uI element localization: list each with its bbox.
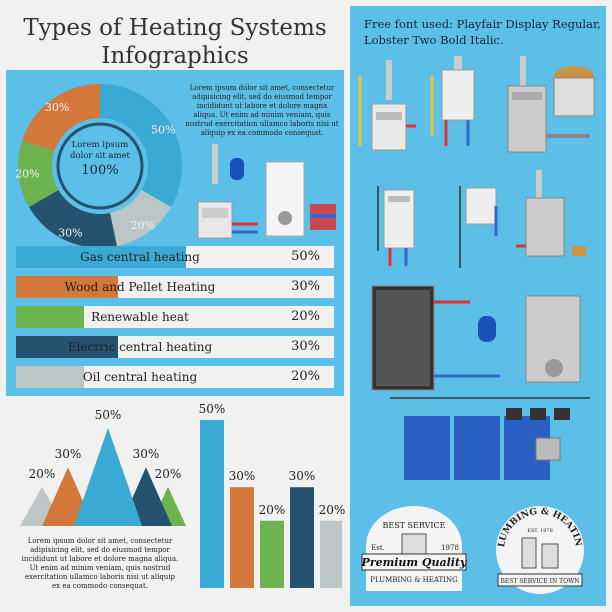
column-chart — [200, 420, 342, 588]
heating-equipment-illustrations — [358, 56, 595, 480]
badge1-top-text: BEST SERVICE — [382, 521, 445, 530]
column-label: 20% — [318, 502, 346, 517]
electric-boiler-icon — [377, 186, 415, 266]
bottom-left-panel: 20% 30% 50% 30% 20% Lorem ipsum dolor sit am… — [6, 400, 345, 606]
floor-boiler-icon — [358, 60, 416, 151]
title-line-1: Types of Heating Systems — [23, 15, 327, 41]
wall-boiler-icon — [430, 56, 475, 146]
donut-slice-label: 50% — [151, 124, 175, 137]
bar-label: Renewable heat — [91, 310, 189, 324]
bar-label: Electric central heating — [67, 340, 213, 354]
donut-slice-label: 20% — [131, 219, 155, 232]
font-note: Free font used: Playfair Display Regular… — [364, 17, 601, 47]
badge1-bottom: PLUMBING & HEATING — [370, 576, 458, 584]
solar-collector-icon — [371, 285, 500, 391]
bar-fill — [16, 366, 85, 388]
page-title: Types of Heating Systems Infographics — [6, 14, 344, 70]
bar-value: 20% — [291, 369, 320, 384]
mountain-label: 20% — [154, 466, 182, 481]
donut-slice — [22, 84, 100, 152]
small-electric-heater-icon — [459, 186, 498, 268]
column-label: 30% — [228, 469, 256, 484]
badge1-est: Est. — [371, 544, 385, 552]
badge2-est: EST. 1978 — [527, 528, 553, 534]
water-tank-icon — [525, 295, 581, 383]
mountain-chart — [20, 428, 186, 526]
donut-slice — [17, 140, 59, 207]
column-label: 50% — [198, 402, 226, 416]
gas-boiler-illustration — [197, 144, 336, 239]
donut-center-text: Lorem ipsum dolor sit amet 100% — [60, 140, 140, 178]
bar-value: 30% — [291, 339, 320, 354]
title-line-2: Infographics — [101, 43, 249, 69]
bar-row: Renewable heat 20% — [16, 306, 334, 328]
mountain-label: 50% — [94, 408, 122, 422]
mountain-label: 30% — [54, 447, 82, 462]
donut-slice-label: 30% — [45, 101, 69, 114]
column-bar — [200, 420, 224, 588]
mountain-label: 30% — [132, 447, 160, 462]
lorem-text-top: Lorem ipsum dolor sit amet, consectetur … — [185, 84, 339, 137]
pellet-boiler-icon — [507, 56, 595, 153]
badge1-year: 1978 — [441, 544, 459, 552]
badge2-ribbon: BEST SERVICE IN TOWN — [500, 578, 579, 585]
donut-center-value: 100% — [81, 163, 119, 178]
bar-fill — [16, 276, 119, 298]
bar-label: Gas central heating — [80, 250, 200, 264]
bar-fill — [16, 306, 85, 328]
donut-chart: 50% 20% 30% 20% 30% — [15, 84, 182, 248]
bar-value: 50% — [291, 249, 320, 264]
donut-hole — [56, 122, 144, 210]
badge-plumbing-heating: PLUMBING & HEATING EST. 1978 BEST SERVIC… — [488, 504, 584, 594]
badge-premium-quality: BEST SERVICE Est. 1978 Premium Quality P… — [361, 506, 468, 591]
title-box: Types of Heating Systems Infographics — [6, 6, 344, 70]
donut-slice — [100, 84, 182, 207]
column-bar — [290, 487, 314, 588]
badge1-main: Premium Quality — [361, 556, 468, 569]
column-bar — [260, 520, 284, 588]
bar-fill — [16, 336, 119, 358]
column-label: 20% — [258, 502, 286, 517]
bar-row: Oil central heating 20% — [16, 366, 334, 388]
mountain-peak — [74, 428, 142, 526]
column-label: 30% — [288, 469, 316, 484]
bar-row: Gas central heating 50% — [16, 246, 334, 268]
top-left-panel: Types of Heating Systems Infographics 50… — [6, 6, 344, 396]
bar-value: 20% — [291, 309, 320, 324]
mountain-label: 20% — [28, 466, 56, 481]
bar-label: Oil central heating — [82, 370, 198, 384]
bar-fill — [16, 246, 187, 268]
bar-label: Wood and Pellet Heating — [64, 280, 216, 294]
donut-slice — [28, 190, 118, 248]
donut-slice-label: 30% — [58, 227, 82, 240]
lorem-text-bottom: Lorem ipsum dolor sit amet, consectetur … — [21, 537, 179, 590]
oil-boiler-icon — [516, 170, 586, 257]
column-bar — [230, 487, 254, 588]
column-bar — [320, 520, 342, 588]
bar-row: Electric central heating 30% — [16, 336, 334, 358]
donut-slice-label: 20% — [15, 168, 39, 181]
right-panel: Free font used: Playfair Display Regular… — [350, 6, 606, 606]
donut-slice — [109, 190, 172, 247]
bar-value: 30% — [291, 279, 320, 294]
solar-panels-icon — [390, 397, 590, 480]
bar-row: Wood and Pellet Heating 30% — [16, 276, 334, 298]
donut-center-caption: Lorem ipsum dolor sit amet — [70, 140, 130, 161]
